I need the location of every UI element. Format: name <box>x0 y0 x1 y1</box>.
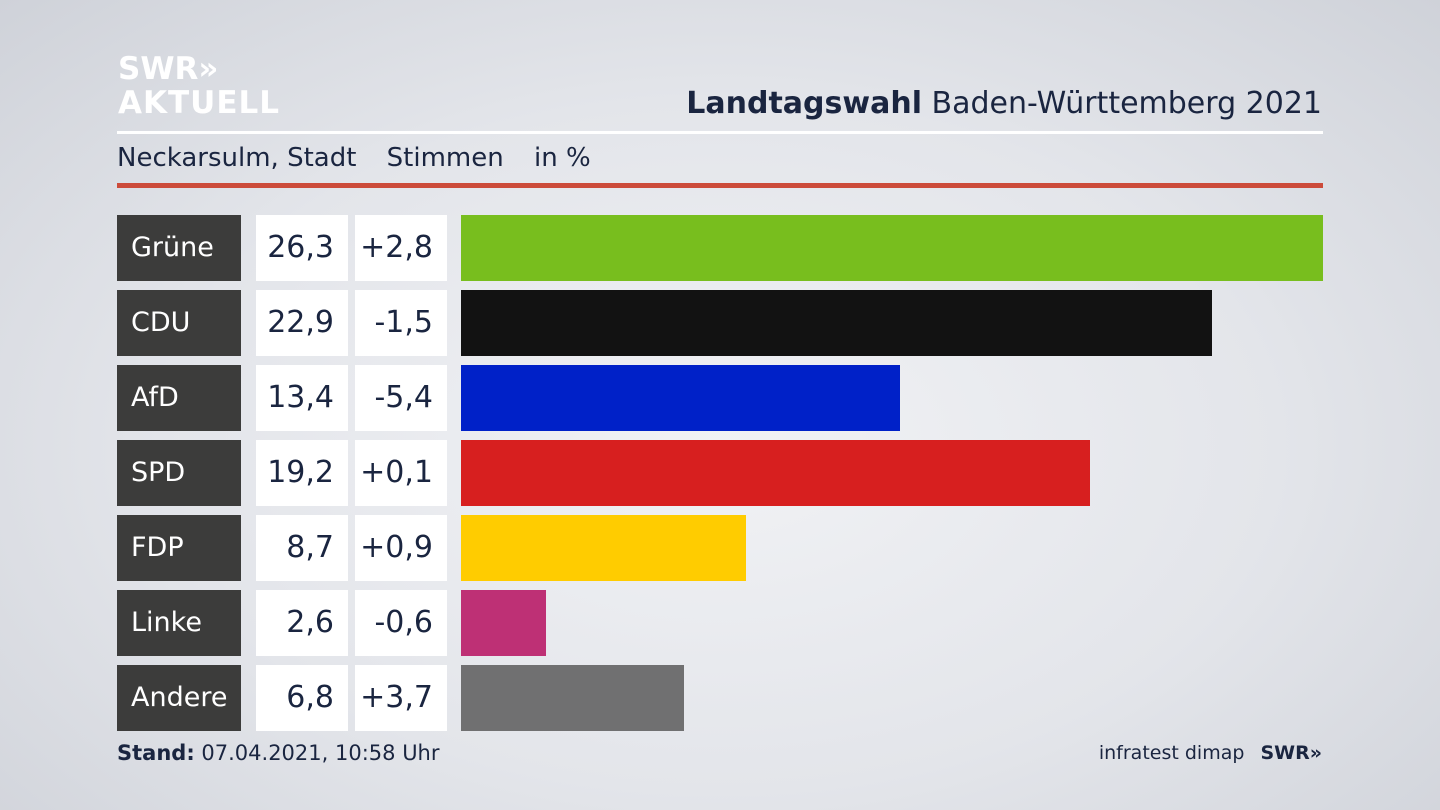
vote-bar <box>461 290 1212 356</box>
chart-row: FDP 8,7 +0,9 <box>117 515 1323 581</box>
vote-share-value: 13,4 <box>256 365 348 431</box>
accent-divider <box>117 183 1323 188</box>
vote-change-value: +0,1 <box>355 440 447 506</box>
party-label: Linke <box>117 590 241 656</box>
party-label: CDU <box>117 290 241 356</box>
vote-change-value: -5,4 <box>355 365 447 431</box>
logo-line-1: SWR» <box>118 51 219 87</box>
vote-share-value: 8,7 <box>256 515 348 581</box>
chart-row: CDU 22,9 -1,5 <box>117 290 1323 356</box>
chart-row: Andere 6,8 +3,7 <box>117 665 1323 731</box>
party-label: AfD <box>117 365 241 431</box>
vote-bar <box>461 665 684 731</box>
page-title: Landtagswahl Baden-Württemberg 2021 <box>686 86 1322 121</box>
vote-share-value: 2,6 <box>256 590 348 656</box>
stand-value: 07.04.2021, 10:58 Uhr <box>201 741 440 765</box>
vote-change-value: +3,7 <box>355 665 447 731</box>
party-label: SPD <box>117 440 241 506</box>
chart-row: AfD 13,4 -5,4 <box>117 365 1323 431</box>
vote-share-value: 22,9 <box>256 290 348 356</box>
vote-share-value: 19,2 <box>256 440 348 506</box>
subtitle-measure: Stimmen <box>386 143 504 173</box>
logo-line-2: AKTUELL <box>118 85 281 121</box>
title-rest: Baden-Württemberg 2021 <box>931 86 1322 121</box>
chart-row: Linke 2,6 -0,6 <box>117 590 1323 656</box>
timestamp: Stand: 07.04.2021, 10:58 Uhr <box>117 741 440 765</box>
swr-aktuell-logo: SWR» AKTUELL <box>118 54 280 119</box>
swr-brand-logo: SWR» <box>1260 742 1322 764</box>
vote-change-value: +0,9 <box>355 515 447 581</box>
title-bold: Landtagswahl <box>686 86 922 121</box>
vote-bar <box>461 590 546 656</box>
chart-row: Grüne 26,3 +2,8 <box>117 215 1323 281</box>
vote-change-value: -1,5 <box>355 290 447 356</box>
subtitle-unit: in % <box>534 143 591 173</box>
vote-share-value: 26,3 <box>256 215 348 281</box>
header-divider <box>117 131 1323 134</box>
party-label: Grüne <box>117 215 241 281</box>
chart-row: SPD 19,2 +0,1 <box>117 440 1323 506</box>
party-label: FDP <box>117 515 241 581</box>
source-text: infratest dimap <box>1098 742 1245 764</box>
vote-change-value: +2,8 <box>355 215 447 281</box>
vote-change-value: -0,6 <box>355 590 447 656</box>
stand-label: Stand: <box>117 741 195 765</box>
vote-bar <box>461 440 1090 506</box>
chart-subtitle: Neckarsulm, Stadt Stimmen in % <box>117 143 613 173</box>
vote-bar <box>461 515 746 581</box>
party-label: Andere <box>117 665 241 731</box>
vote-bar <box>461 215 1323 281</box>
subtitle-place: Neckarsulm, Stadt <box>117 143 357 173</box>
vote-share-value: 6,8 <box>256 665 348 731</box>
source-credit: infratest dimap SWR» <box>1099 742 1322 764</box>
vote-bar <box>461 365 900 431</box>
